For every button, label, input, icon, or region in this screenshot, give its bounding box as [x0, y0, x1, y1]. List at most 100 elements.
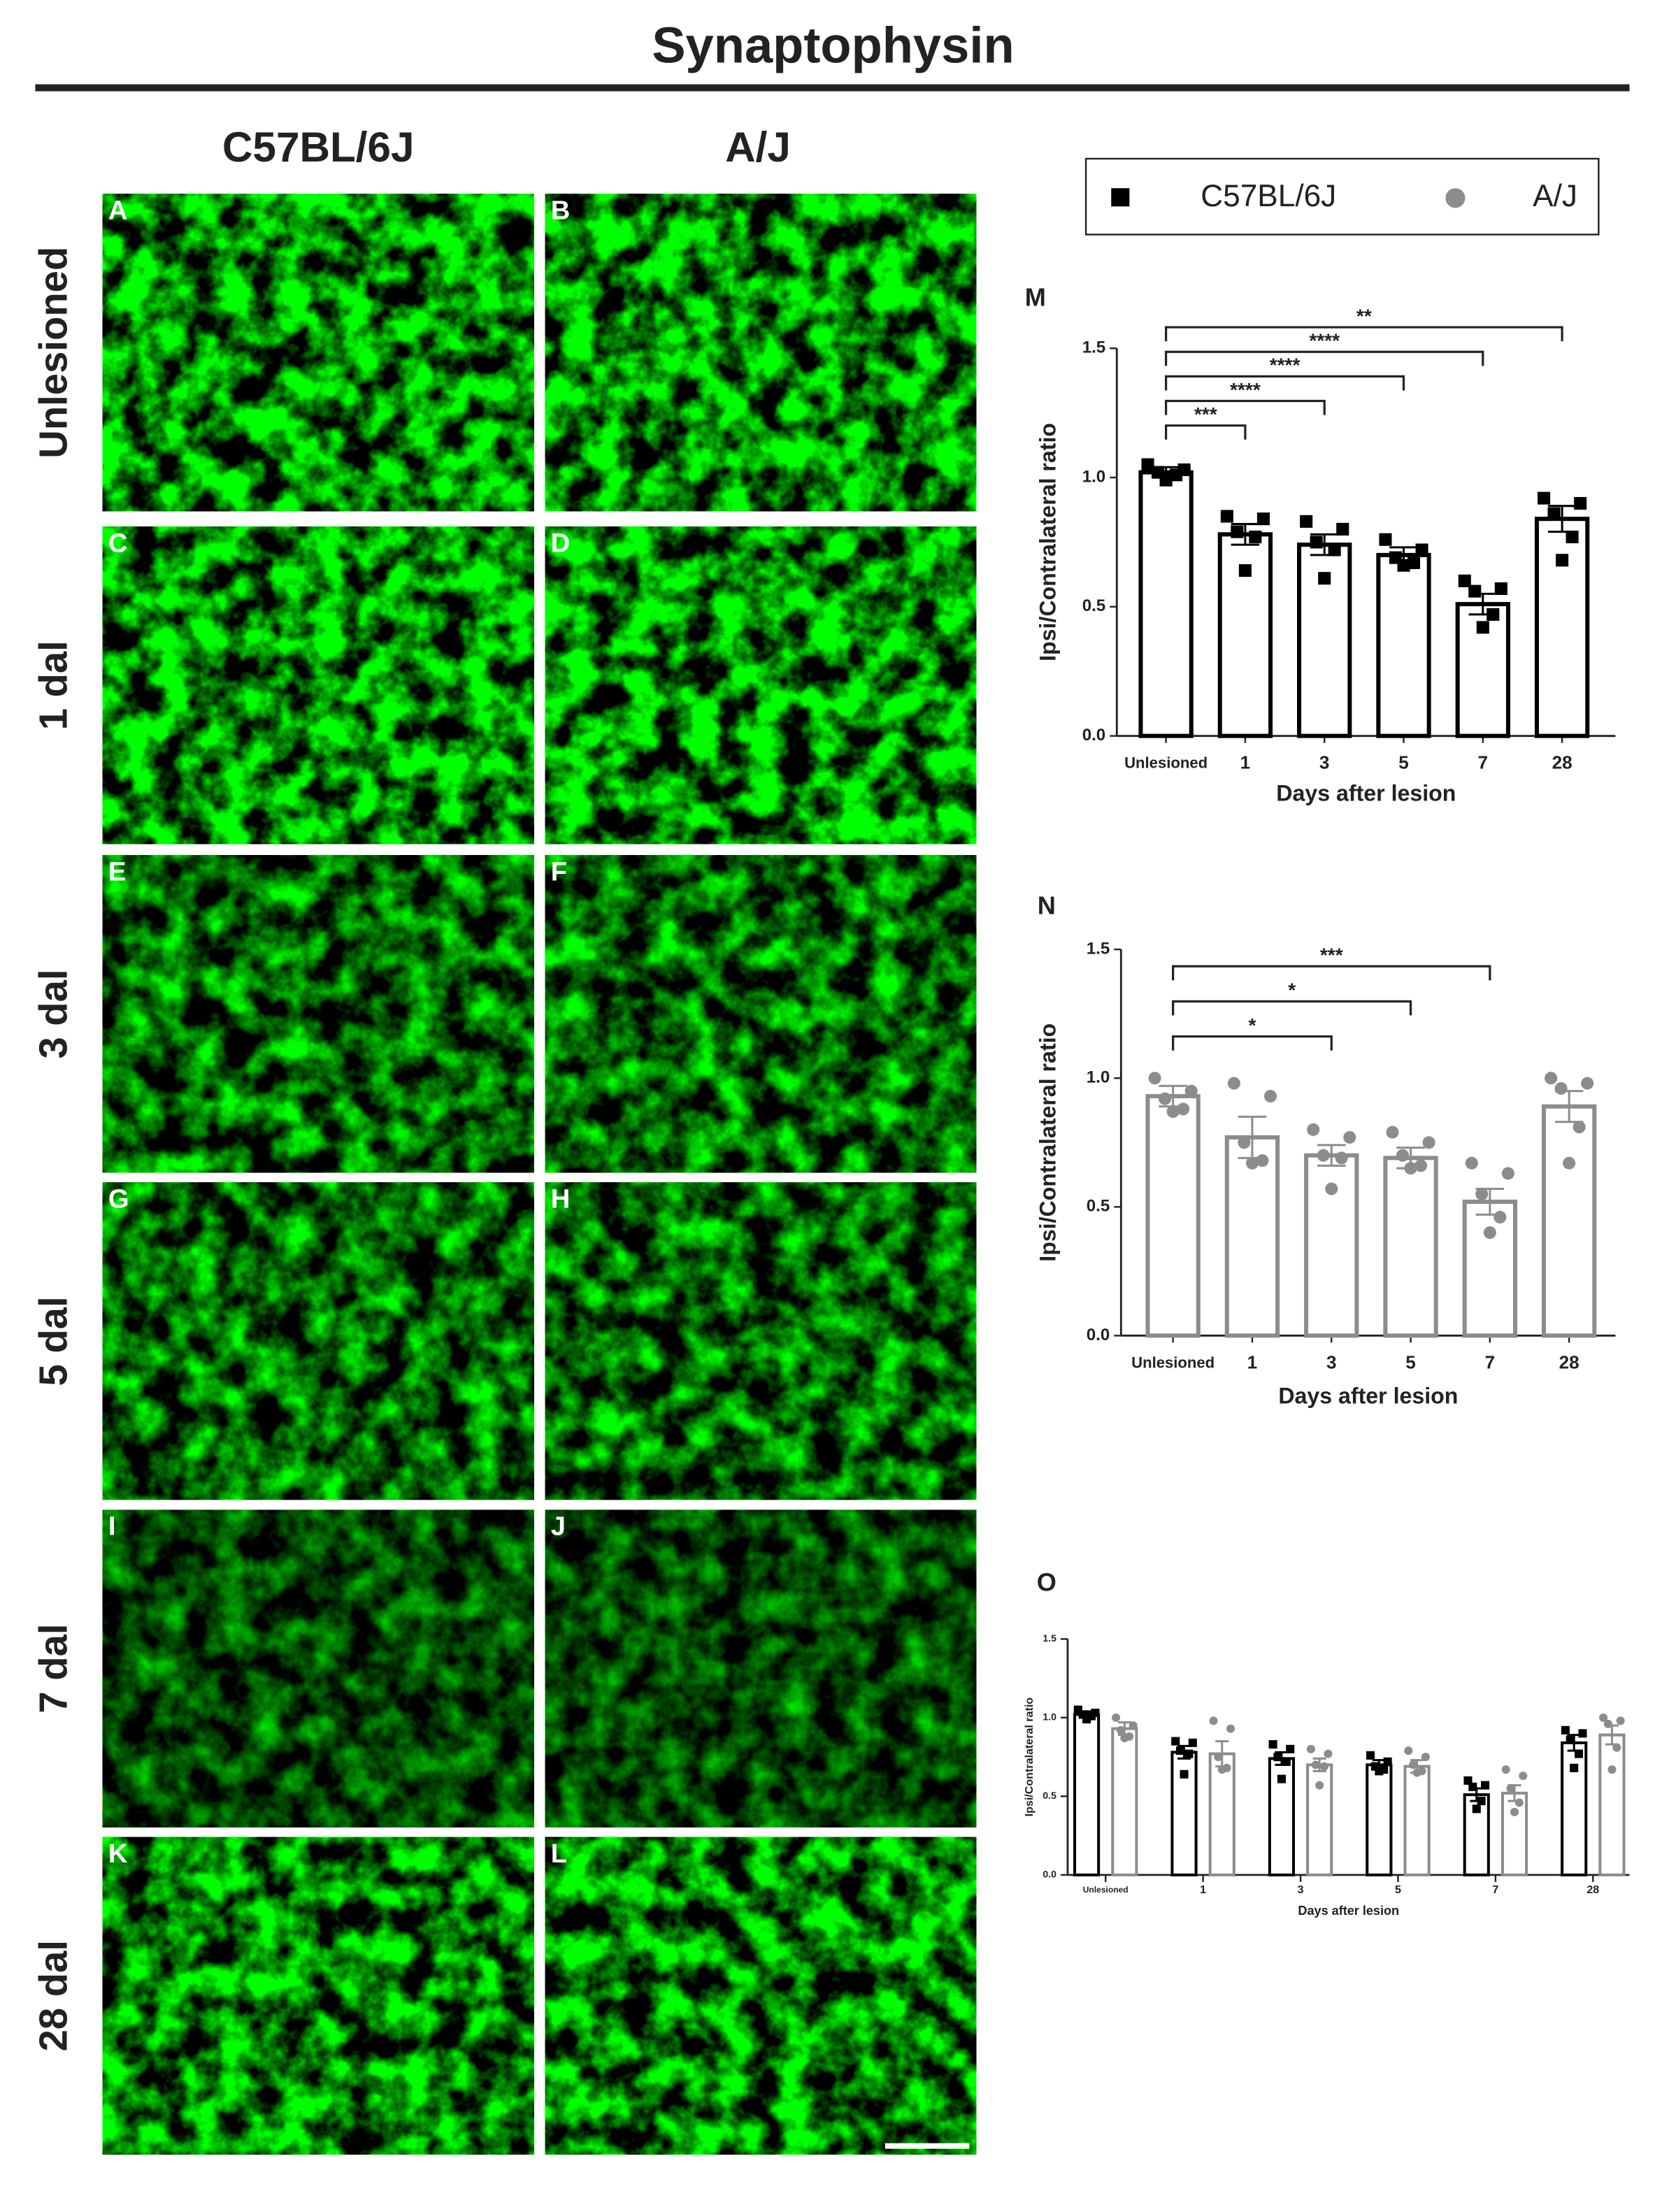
data-point — [1120, 1734, 1129, 1743]
data-point — [1501, 1167, 1514, 1180]
x-axis-label: Days after lesion — [1278, 1383, 1458, 1408]
bar — [1462, 1199, 1518, 1338]
column-heading: C57BL/6J — [222, 123, 415, 171]
data-point — [1458, 574, 1471, 587]
data-point — [1324, 1749, 1333, 1758]
data-point — [1581, 1077, 1594, 1090]
x-tick-label: 28 — [1586, 1883, 1599, 1896]
data-point — [1306, 1744, 1315, 1753]
panel-letter: B — [551, 195, 571, 225]
data-point — [1487, 608, 1500, 621]
data-point — [1421, 1753, 1430, 1762]
data-point — [1170, 468, 1183, 482]
micrograph-texture — [102, 1837, 534, 2155]
data-point — [1603, 1719, 1612, 1728]
data-point — [1366, 1751, 1375, 1760]
panel-letter: G — [108, 1184, 129, 1214]
y-tick-label: 1.5 — [1082, 338, 1106, 357]
data-point — [1545, 1072, 1558, 1085]
y-tick-label: 0.5 — [1082, 596, 1106, 615]
significance-label: *** — [1320, 944, 1343, 965]
data-point — [1343, 1130, 1356, 1144]
panel-letter: J — [551, 1511, 566, 1542]
micrograph-texture — [102, 1509, 534, 1827]
data-point — [1231, 525, 1244, 538]
legend-swatch — [1445, 188, 1466, 208]
data-point — [1188, 1738, 1197, 1747]
row-label: 28 dal — [31, 1940, 75, 2051]
data-point — [1256, 1154, 1269, 1168]
bar — [1304, 1153, 1359, 1338]
bar — [1208, 1752, 1235, 1876]
micrograph-texture — [545, 855, 977, 1173]
data-point — [1514, 1798, 1524, 1807]
bar — [1138, 470, 1194, 738]
y-axis-label: Ipsi/Contralateral ratio — [1035, 1024, 1060, 1262]
data-point — [1599, 1713, 1608, 1722]
data-point — [1465, 1156, 1478, 1170]
error-bar — [1231, 523, 1260, 546]
error-bar — [1317, 1144, 1346, 1167]
panel-letter: A — [108, 195, 128, 225]
data-point — [1148, 1072, 1161, 1085]
data-point — [1177, 1103, 1190, 1116]
micrograph-texture — [545, 1509, 977, 1827]
legend-swatch — [1111, 188, 1130, 207]
column-heading: A/J — [725, 123, 791, 171]
legend-box — [1084, 157, 1600, 236]
data-point — [1318, 572, 1331, 585]
x-tick-label: 3 — [1298, 1883, 1304, 1896]
data-point — [1415, 543, 1428, 556]
bar — [1534, 517, 1590, 738]
data-point — [1573, 1121, 1586, 1134]
bar — [1376, 552, 1431, 738]
data-point — [1468, 1782, 1477, 1791]
data-point — [1184, 1749, 1194, 1758]
significance-bracket — [1164, 399, 1326, 415]
x-tick-label: 7 — [1478, 752, 1489, 773]
y-tick-label: 0.5 — [1087, 1197, 1110, 1216]
data-point — [1307, 1123, 1320, 1136]
data-point — [1310, 536, 1323, 549]
data-point — [1404, 1162, 1417, 1175]
data-point — [1238, 1136, 1251, 1149]
bar — [1561, 1741, 1588, 1876]
data-point — [1159, 1092, 1172, 1105]
data-point — [1566, 530, 1579, 544]
x-axis-label: Days after lesion — [1276, 781, 1456, 806]
x-tick-label: 1 — [1247, 1352, 1258, 1373]
significance-bracket — [1172, 1035, 1333, 1051]
data-point — [1561, 1725, 1570, 1735]
y-tick-label: 1.0 — [1082, 467, 1106, 486]
row-label: 5 dal — [31, 1296, 75, 1386]
data-point — [1563, 1156, 1576, 1170]
data-point — [1407, 556, 1421, 570]
significance-bracket — [1164, 326, 1563, 342]
bar — [1403, 1765, 1431, 1876]
data-point — [1483, 1226, 1496, 1240]
data-point — [1412, 1768, 1421, 1777]
significance-bracket — [1172, 965, 1491, 981]
data-point — [1112, 1713, 1121, 1722]
data-point — [1493, 1210, 1507, 1224]
panel-letter: C — [108, 529, 128, 559]
data-point — [1396, 1149, 1410, 1162]
data-point — [1315, 1781, 1324, 1790]
data-point — [1422, 1136, 1435, 1149]
data-point — [1383, 1757, 1392, 1766]
y-tick-label: 1.5 — [1087, 939, 1110, 958]
x-axis-label: Days after lesion — [1298, 1904, 1399, 1918]
panel-letter: E — [108, 857, 126, 887]
data-point — [1217, 1765, 1226, 1774]
bar — [1073, 1713, 1101, 1876]
data-point — [1268, 1740, 1277, 1749]
significance-label: * — [1288, 979, 1296, 1001]
bar — [1366, 1763, 1393, 1876]
y-tick-label: 0.0 — [1087, 1326, 1110, 1344]
y-tick-label: 0.0 — [1043, 1869, 1056, 1880]
y-axis-label: Ipsi/Contralateral ratio — [1035, 423, 1060, 661]
data-point — [1166, 1105, 1180, 1119]
data-point — [1159, 473, 1173, 487]
data-point — [1501, 1765, 1510, 1774]
